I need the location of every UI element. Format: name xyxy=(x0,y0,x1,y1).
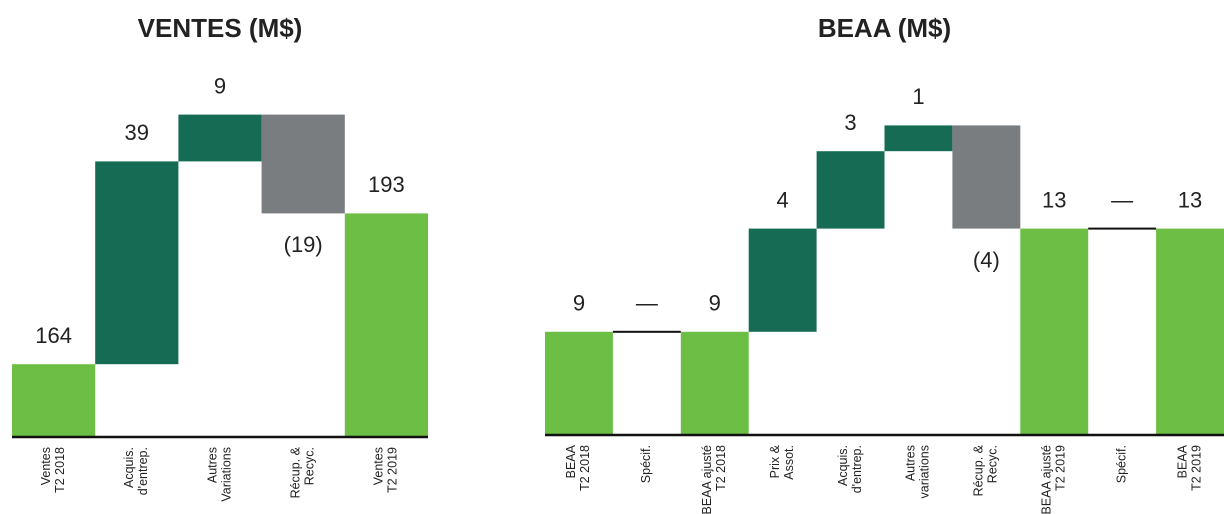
x-tick-label: Acquis. xyxy=(836,445,850,486)
bar xyxy=(680,331,749,435)
x-tick-label: Prix & xyxy=(768,444,782,478)
x-tick-label: BEAA ajusté xyxy=(1040,445,1054,514)
bar xyxy=(748,228,817,332)
x-tick-label: Autres xyxy=(205,447,219,483)
bar xyxy=(952,125,1021,229)
value-label: 39 xyxy=(125,120,149,145)
value-label: 9 xyxy=(709,291,721,316)
x-tick-label: Variations xyxy=(219,447,233,502)
x-tick-label: Autres xyxy=(904,445,918,481)
value-label: 4 xyxy=(777,187,789,212)
x-tick-label: Recyc. xyxy=(302,447,316,485)
x-tick-label: d'entrep. xyxy=(136,447,150,495)
bar xyxy=(1156,228,1224,435)
x-tick-label: T2 2019 xyxy=(386,447,400,493)
x-tick-label: d'entrep. xyxy=(850,445,864,493)
x-tick-label: BEAA xyxy=(564,444,578,478)
zero-bar xyxy=(612,330,681,333)
bar xyxy=(545,331,613,435)
value-label: (19) xyxy=(284,232,323,257)
bar xyxy=(884,125,953,152)
bar xyxy=(344,213,428,437)
x-tick-label: T2 2019 xyxy=(1054,445,1068,491)
value-label: — xyxy=(636,291,658,316)
value-label: 13 xyxy=(1178,187,1202,212)
bar xyxy=(261,114,345,214)
value-label: 3 xyxy=(844,110,856,135)
value-label: (4) xyxy=(973,247,1000,272)
chart-title: VENTES (M$) xyxy=(138,13,303,43)
x-tick-label: variations xyxy=(918,445,932,499)
x-tick-label: T2 2018 xyxy=(714,445,728,491)
value-label: 193 xyxy=(368,172,405,197)
x-tick-label: BEAA ajusté xyxy=(700,445,714,514)
bar xyxy=(178,114,262,162)
value-label: 1 xyxy=(912,84,924,109)
value-label: 164 xyxy=(35,323,72,348)
x-tick-label: BEAA xyxy=(1175,444,1189,478)
chart-title: BEAA (M$) xyxy=(818,13,951,43)
x-tick-label: Acquis. xyxy=(122,447,136,488)
x-tick-label: Ventes xyxy=(372,447,386,485)
x-tick-label: Spécif. xyxy=(639,445,653,483)
bar xyxy=(12,364,96,437)
x-tick-label: T2 2018 xyxy=(53,447,67,493)
x-tick-label: Recyc. xyxy=(986,445,1000,483)
x-tick-label: T2 2018 xyxy=(578,445,592,491)
x-tick-label: Assot. xyxy=(782,445,796,480)
x-tick-label: Récup. & xyxy=(972,444,986,496)
bar xyxy=(95,161,179,365)
x-tick-label: Spécif. xyxy=(1114,445,1128,483)
value-label: 13 xyxy=(1042,187,1066,212)
value-label: — xyxy=(1111,187,1133,212)
x-tick-label: T2 2019 xyxy=(1189,445,1203,491)
x-tick-label: Ventes xyxy=(39,447,53,485)
value-label: 9 xyxy=(573,291,585,316)
x-tick-label: Récup. & xyxy=(288,446,302,498)
bar xyxy=(1020,228,1089,435)
zero-bar xyxy=(1088,227,1157,230)
value-label: 9 xyxy=(214,73,226,98)
bar xyxy=(816,151,885,229)
